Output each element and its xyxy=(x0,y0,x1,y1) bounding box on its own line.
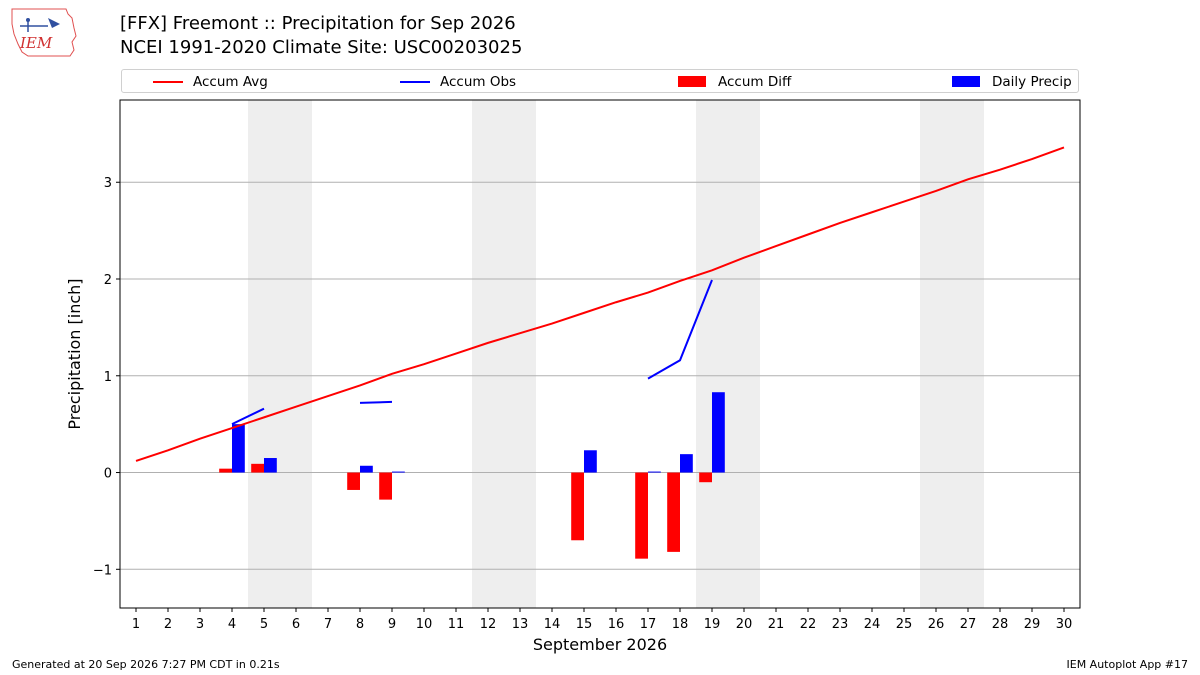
accum-obs-line xyxy=(231,407,265,426)
weekend-shading xyxy=(920,100,984,608)
x-tick-label: 6 xyxy=(292,617,300,632)
legend-swatch-daily-precip xyxy=(952,76,980,87)
accum-diff-bar xyxy=(571,472,584,541)
daily-precip-bar xyxy=(264,458,277,473)
logo-text: IEM xyxy=(19,34,53,52)
x-tick-label: 3 xyxy=(196,617,204,632)
x-tick-label: 17 xyxy=(640,617,657,632)
x-tick-label: 19 xyxy=(704,617,721,632)
x-tick-label: 27 xyxy=(960,617,977,632)
daily-precip-bar xyxy=(360,465,373,473)
legend-label: Accum Diff xyxy=(718,74,792,90)
x-tick-label: 11 xyxy=(448,617,465,632)
accum-diff-bar xyxy=(379,472,392,500)
legend: Accum Avg Accum Obs Accum Diff Daily Pre… xyxy=(121,69,1079,93)
x-tick-label: 9 xyxy=(388,617,396,632)
x-tick-label: 25 xyxy=(896,617,913,632)
x-tick-label: 30 xyxy=(1056,617,1073,632)
chart-subtitle: NCEI 1991-2020 Climate Site: USC00203025 xyxy=(120,37,523,58)
accum-diff-bar xyxy=(667,472,680,552)
legend-swatch-accum-diff xyxy=(678,76,706,87)
weekend-shading xyxy=(696,100,760,608)
legend-swatch-accum-obs xyxy=(400,81,430,83)
accum-diff-bar xyxy=(251,463,264,473)
iem-logo: IEM xyxy=(11,8,77,57)
plot-frame xyxy=(119,99,1081,609)
accum-diff-bar xyxy=(635,472,648,559)
x-tick-label: 22 xyxy=(800,617,817,632)
y-tick-label: −1 xyxy=(93,563,112,578)
weekend-shading xyxy=(472,100,536,608)
legend-label: Accum Obs xyxy=(440,74,517,90)
legend-swatch-accum-avg xyxy=(153,81,183,83)
accum-diff-bar xyxy=(347,472,360,490)
x-tick-label: 28 xyxy=(992,617,1009,632)
y-tick-label: 0 xyxy=(104,467,112,482)
x-tick-label: 26 xyxy=(928,617,945,632)
x-tick-label: 16 xyxy=(608,617,625,632)
daily-precip-bar xyxy=(392,471,405,473)
accum-obs-line xyxy=(359,400,393,404)
x-tick-label: 12 xyxy=(480,617,497,632)
y-tick-label: 3 xyxy=(104,176,112,191)
daily-precip-bar xyxy=(712,392,725,473)
x-tick-label: 10 xyxy=(416,617,433,632)
daily-precip-bar xyxy=(232,424,245,473)
x-tick-label: 24 xyxy=(864,617,881,632)
x-tick-label: 29 xyxy=(1024,617,1041,632)
x-tick-label: 14 xyxy=(544,617,561,632)
x-tick-label: 23 xyxy=(832,617,849,632)
daily-precip-bar xyxy=(648,471,661,473)
chart-title: [FFX] Freemont :: Precipitation for Sep … xyxy=(120,13,516,34)
accum-diff-bar xyxy=(699,472,712,483)
x-axis-label: September 2026 xyxy=(533,635,667,654)
x-tick-label: 1 xyxy=(132,617,140,632)
x-tick-label: 18 xyxy=(672,617,689,632)
generated-timestamp: Generated at 20 Sep 2026 7:27 PM CDT in … xyxy=(12,658,280,671)
x-tick-label: 15 xyxy=(576,617,593,632)
legend-label: Daily Precip xyxy=(992,74,1072,90)
legend-label: Accum Avg xyxy=(193,74,268,90)
x-tick-label: 5 xyxy=(260,617,268,632)
x-tick-label: 20 xyxy=(736,617,753,632)
x-tick-label: 7 xyxy=(324,617,332,632)
daily-precip-bar xyxy=(584,450,597,473)
x-tick-label: 8 xyxy=(356,617,364,632)
accum-diff-bar xyxy=(219,468,232,473)
y-axis-label: Precipitation [inch] xyxy=(65,278,84,429)
weekend-shading xyxy=(248,100,312,608)
accum-obs-line xyxy=(647,279,713,380)
x-tick-label: 4 xyxy=(228,617,236,632)
app-credit: IEM Autoplot App #17 xyxy=(1066,658,1189,671)
x-tick-label: 21 xyxy=(768,617,785,632)
y-tick-label: 2 xyxy=(104,273,112,288)
daily-precip-bar xyxy=(680,454,693,473)
y-tick-label: 1 xyxy=(104,370,112,385)
x-tick-label: 2 xyxy=(164,617,172,632)
x-tick-label: 13 xyxy=(512,617,529,632)
accum-avg-line xyxy=(135,146,1065,462)
